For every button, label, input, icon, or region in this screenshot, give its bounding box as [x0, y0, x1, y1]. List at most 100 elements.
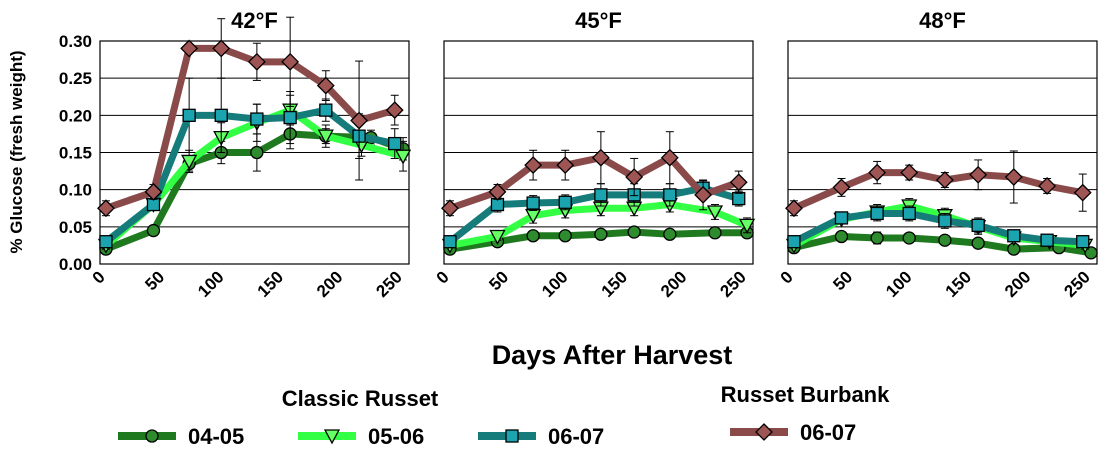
panel-title: 45°F	[575, 8, 622, 33]
x-tick-label: 100	[882, 267, 915, 300]
data-point	[694, 185, 713, 204]
legend: Classic Russet 04-05 05-06 06-07 Russet Burb…	[118, 382, 890, 449]
legend-item: 06-07	[478, 424, 604, 449]
data-point	[1076, 235, 1090, 249]
panel-1: 42°F 0.00 0.05 0.10 0.15 0.20 0.25 0.30 0 50 100 15…	[59, 8, 412, 301]
series-cr0607	[787, 205, 1090, 249]
legend-label: 04-05	[188, 424, 244, 449]
x-tick-label: 250	[1060, 267, 1093, 300]
y-tick-label: 0.20	[59, 106, 92, 125]
data-point	[627, 225, 641, 239]
legend-marker	[505, 429, 519, 443]
data-point	[785, 199, 803, 218]
data-point	[868, 163, 887, 182]
x-tick-label: 0	[433, 267, 453, 287]
x-axis-label: Days After Harvest	[492, 340, 733, 370]
series-rb0607	[785, 150, 1092, 218]
x-tick-label: 200	[657, 267, 690, 300]
y-tick-label: 0.25	[59, 69, 92, 88]
data-point	[182, 108, 196, 122]
x-tick-label: 200	[313, 267, 346, 300]
x-tick-label: 150	[254, 267, 287, 300]
data-point	[524, 156, 543, 175]
legend-group-title: Classic Russet	[282, 386, 439, 411]
data-point	[350, 111, 369, 130]
panel-frame	[443, 40, 754, 265]
data-point	[317, 129, 334, 145]
x-tick-label: 250	[372, 267, 405, 300]
series-line	[103, 106, 396, 245]
data-point	[146, 223, 161, 238]
data-point	[971, 236, 985, 250]
x-tick-label: 100	[538, 267, 571, 300]
series-rb0607	[441, 131, 748, 218]
data-point	[1073, 183, 1092, 202]
data-point	[870, 231, 884, 245]
data-point	[319, 103, 333, 117]
data-point	[971, 218, 985, 232]
panel-frame	[787, 40, 1098, 265]
data-point	[594, 227, 608, 241]
legend-marker	[755, 423, 773, 441]
data-point	[316, 76, 335, 95]
data-point	[1038, 177, 1057, 195]
data-point	[443, 235, 457, 249]
legend-label: 06-07	[548, 424, 604, 449]
data-point	[660, 148, 679, 167]
y-tick-label: 0.00	[59, 255, 92, 274]
data-point	[488, 182, 507, 201]
panel-2: 45°F 0 50 100 150 200 250	[433, 8, 756, 301]
data-point	[1040, 233, 1054, 247]
data-point	[708, 226, 722, 240]
x-tick-label: 250	[716, 267, 749, 300]
legend-label: 06-07	[800, 420, 856, 445]
legend-group-title: Russet Burbank	[721, 382, 890, 407]
data-point	[250, 145, 264, 160]
panel-title: 48°F	[919, 8, 966, 33]
data-point	[441, 199, 459, 218]
data-point	[902, 231, 916, 245]
data-point	[834, 211, 849, 225]
x-tick-label: 200	[1001, 267, 1034, 300]
data-point	[870, 206, 884, 221]
x-tick-label: 50	[141, 267, 168, 294]
data-point	[832, 178, 851, 197]
series-cr0607	[99, 77, 402, 249]
y-tick-label: 0.30	[59, 32, 92, 51]
panel-title: 42°F	[231, 8, 278, 33]
series-rb0607	[97, 16, 404, 218]
data-point	[938, 233, 952, 247]
data-point	[385, 101, 404, 120]
y-tick-label: 0.10	[59, 181, 92, 200]
panels-group: 42°F 0.00 0.05 0.10 0.15 0.20 0.25 0.30 0 50 100 15…	[59, 8, 1098, 301]
data-point	[281, 52, 300, 71]
data-point	[144, 182, 163, 201]
data-point	[1004, 168, 1023, 186]
x-tick-label: 0	[89, 267, 109, 287]
legend-item: 06-07	[730, 420, 856, 445]
legend-label: 05-06	[368, 424, 424, 449]
data-point	[935, 171, 954, 189]
legend-marker	[145, 429, 159, 443]
legend-item: 04-05	[118, 424, 244, 449]
data-point	[394, 149, 412, 165]
data-point	[591, 148, 610, 167]
data-point	[594, 188, 608, 202]
series-cr0405	[443, 225, 754, 256]
data-point	[489, 229, 506, 245]
data-point	[558, 195, 572, 209]
data-point	[625, 168, 644, 186]
data-point	[99, 235, 113, 249]
data-point	[738, 218, 756, 234]
data-point	[706, 205, 724, 221]
data-point	[250, 112, 264, 126]
data-point	[834, 229, 849, 244]
y-tick-label: 0.05	[59, 218, 92, 237]
data-point	[902, 206, 916, 221]
data-point	[556, 156, 575, 175]
data-point	[388, 136, 402, 151]
data-point	[180, 39, 199, 58]
data-point	[181, 154, 198, 170]
legend-marker	[323, 429, 341, 445]
